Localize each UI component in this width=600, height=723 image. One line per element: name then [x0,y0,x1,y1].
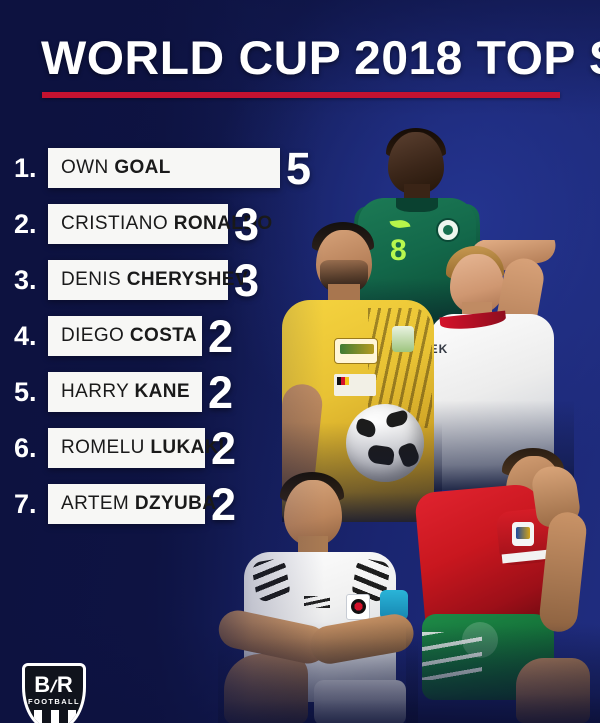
goal-count: 3 [234,199,260,250]
rank-number: 4. [14,321,37,351]
logo-subtitle: FOOTBALL [27,697,81,706]
player-name: DENIS CHERYSHEV [48,269,248,291]
scorer-bar: CRISTIANO RONALDO [48,204,272,244]
goal-count: 2 [208,311,234,362]
scorer-row: 1. OWN GOAL 5 [0,142,600,198]
scorer-row: 7. ARTEM DZYUBA 2 [0,478,600,534]
scorer-row: 3. DENIS CHERYSHEV 3 [0,254,600,310]
br-wordmark: B/R [25,672,83,698]
br-football-logo: B/R FOOTBALL [22,663,86,723]
goal-count: 5 [286,143,312,194]
title-underline [42,92,560,98]
player-first-name: CRISTIANO [61,213,169,234]
scorer-bar: DENIS CHERYSHEV [48,260,248,300]
logo-letter-r: R [56,672,74,697]
goal-count: 2 [211,479,237,530]
scorer-row: 4. DIEGO COSTA 2 [0,310,600,366]
goal-count: 2 [208,367,234,418]
goal-count: 2 [211,423,237,474]
player-name: HARRY KANE [48,381,190,403]
player-first-name: DIEGO [61,325,125,346]
rank-number: 6. [14,433,37,463]
top-scorers-list: 1. OWN GOAL 5 2. CRISTIANO RONALDO 3 3. DENIS C… [0,142,600,534]
rank-number: 5. [14,377,37,407]
player-first-name: HARRY [61,381,129,402]
rank-number: 1. [14,153,37,183]
rank-number: 3. [14,265,37,295]
scorer-bar: HARRY KANE [48,372,202,412]
rank-number: 7. [14,489,37,519]
player-first-name: DENIS [61,269,122,290]
player-first-name: OWN [61,157,109,178]
scorer-bar: OWN GOAL [48,148,280,188]
scorer-bar: ROMELU LUKAKU [48,428,233,468]
page-title: WORLD CUP 2018 TOP SCORERS [41,31,600,84]
logo-stripes [34,710,76,723]
player-last-name: GOAL [114,157,171,178]
scorer-bar: DIEGO COSTA [48,316,202,356]
player-name: OWN GOAL [48,157,171,179]
scorer-row: 5. HARRY KANE 2 [0,366,600,422]
scorer-row: 6. ROMELU LUKAKU 2 [0,422,600,478]
shield-icon: B/R FOOTBALL [22,663,86,723]
rank-number: 2. [14,209,37,239]
player-last-name: CHERYSHEV [126,269,248,290]
player-first-name: ROMELU [61,437,145,458]
scorer-bar: ARTEM DZYUBA [48,484,216,524]
player-last-name: COSTA [129,325,198,346]
player-name: ROMELU LUKAKU [48,437,233,459]
player-last-name: KANE [134,381,190,402]
player-name: DIEGO COSTA [48,325,197,347]
player-first-name: ARTEM [61,493,130,514]
goal-count: 3 [234,255,260,306]
player-name: ARTEM DZYUBA [48,493,216,515]
player-last-name: DZYUBA [134,493,217,514]
scorer-row: 2. CRISTIANO RONALDO 3 [0,198,600,254]
